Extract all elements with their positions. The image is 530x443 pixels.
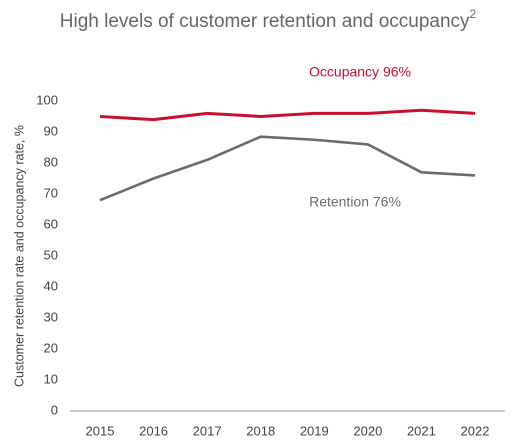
line-series xyxy=(99,135,476,202)
x-tick-label: 2022 xyxy=(461,423,490,438)
series-label: Retention 76% xyxy=(309,194,401,210)
y-tick-label: 20 xyxy=(44,340,58,355)
y-tick-label: 70 xyxy=(44,185,58,200)
x-tick-label: 2018 xyxy=(246,423,275,438)
x-tick-label: 2020 xyxy=(353,423,382,438)
y-tick-label: 30 xyxy=(44,309,58,324)
x-tick-label: 2016 xyxy=(139,423,168,438)
y-tick-label: 0 xyxy=(51,402,58,417)
y-tick-label: 40 xyxy=(44,278,58,293)
x-tick-label: 2021 xyxy=(407,423,436,438)
y-tick-label: 50 xyxy=(44,247,58,262)
chart-title: High levels of customer retention and oc… xyxy=(60,7,477,32)
y-tick-label: 60 xyxy=(44,216,58,231)
y-tick-label: 10 xyxy=(44,371,58,386)
line-series xyxy=(99,108,476,122)
series-label: Occupancy 96% xyxy=(309,64,411,80)
x-tick-label: 2017 xyxy=(193,423,222,438)
title-superscript: 2 xyxy=(470,7,477,21)
x-tick-label: 2015 xyxy=(86,423,115,438)
y-tick-label: 100 xyxy=(36,92,58,107)
title-text: High levels of customer retention and oc… xyxy=(60,11,470,32)
y-tick-label: 90 xyxy=(44,123,58,138)
x-tick-label: 2019 xyxy=(300,423,329,438)
y-tick-label: 80 xyxy=(44,154,58,169)
y-axis-label: Customer retention rate and occupancy ra… xyxy=(12,125,26,387)
